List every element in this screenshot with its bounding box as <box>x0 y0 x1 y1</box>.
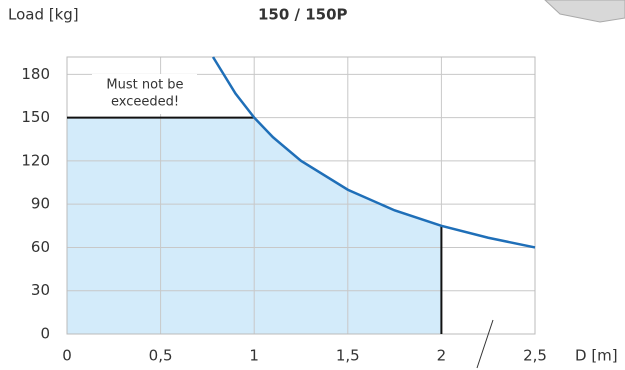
slash-mark <box>476 319 494 369</box>
y-tick-label: 30 <box>31 281 50 299</box>
load-curve <box>211 56 536 249</box>
annotation: Must not be <box>106 78 183 93</box>
chart-title: 150 / 150P <box>258 6 348 24</box>
annotation-box <box>92 74 197 114</box>
plot-frame <box>66 56 536 335</box>
y-tick-label: 120 <box>21 151 50 169</box>
y-tick-label: 0 <box>40 325 50 343</box>
y-tick-label: 90 <box>31 195 50 213</box>
x-tick-label: 2,5 <box>523 347 547 365</box>
y-tick-label: 150 <box>21 108 50 126</box>
x-tick-label: 2 <box>437 347 447 365</box>
x-axis-label: D [m] <box>575 347 618 365</box>
annotation: exceeded! <box>111 95 179 110</box>
x-tick-label: 0 <box>62 347 72 365</box>
product-image <box>544 0 625 23</box>
x-tick-label: 1,5 <box>336 347 360 365</box>
x-tick-label: 0,5 <box>149 347 173 365</box>
y-tick-label: 180 <box>21 65 50 83</box>
y-axis-label: Load [kg] <box>8 6 79 24</box>
x-tick-label: 1 <box>249 347 259 365</box>
y-tick-label: 60 <box>31 238 50 256</box>
